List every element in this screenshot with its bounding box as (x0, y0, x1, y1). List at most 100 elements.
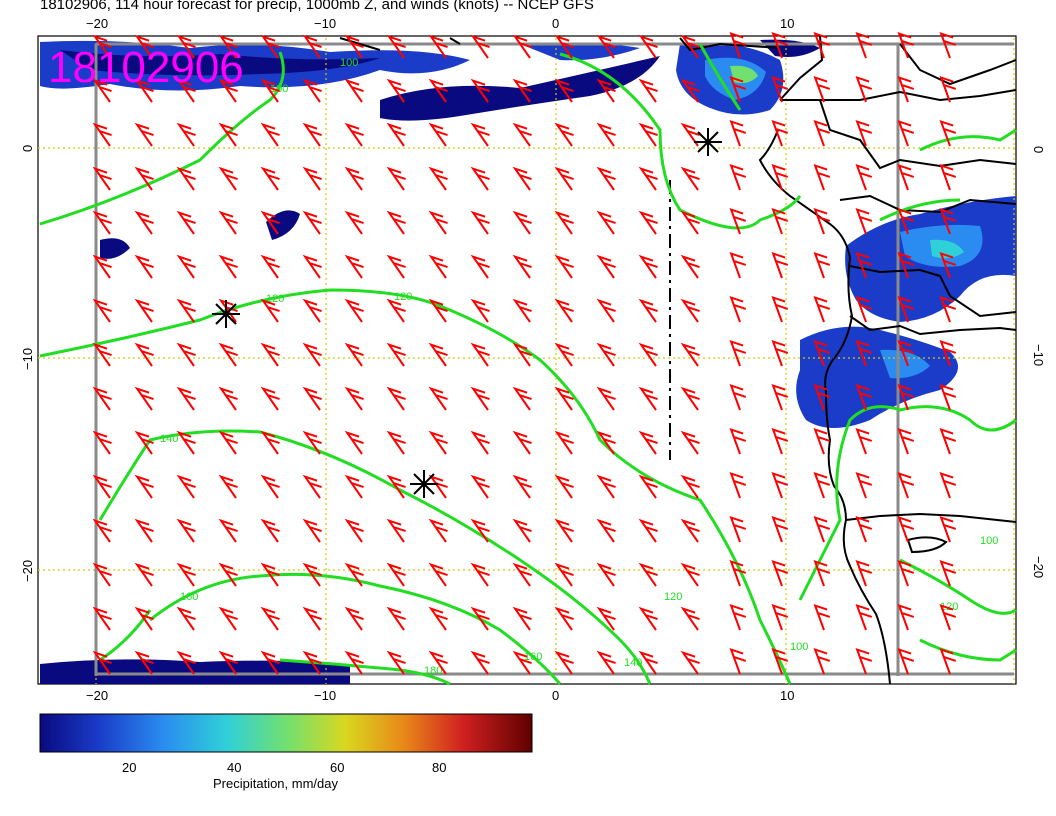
wind-barb (428, 342, 448, 367)
wind-barb (771, 647, 789, 675)
wind-barb (344, 562, 364, 587)
wind-barb (302, 78, 322, 103)
wind-barb (771, 427, 789, 455)
wind-barb (680, 342, 700, 367)
wind-barb (855, 207, 873, 235)
wind-barb (729, 75, 747, 103)
wind-barb (729, 559, 747, 587)
wind-barb (554, 254, 574, 279)
wind-barb (260, 606, 280, 631)
wind-barb (134, 474, 154, 499)
wind-barb (855, 251, 873, 279)
wind-barb (302, 210, 322, 235)
wind-barb (428, 78, 448, 103)
wind-barb (470, 254, 490, 279)
wind-barb (855, 339, 873, 367)
wind-barb (813, 251, 831, 279)
wind-barb (512, 298, 532, 323)
colorbar (39, 713, 533, 753)
wind-barb (218, 650, 238, 675)
wind-barb (260, 474, 280, 499)
colorbar-ticks: 20 40 60 80 (122, 760, 446, 775)
wind-barb (596, 166, 616, 191)
wind-barb (939, 471, 957, 499)
wind-barb (680, 254, 700, 279)
wind-barb (218, 254, 238, 279)
wind-barb (638, 562, 658, 587)
wind-barb (386, 298, 406, 323)
wind-barb (855, 295, 873, 323)
wind-barb (386, 562, 406, 587)
lat-tick-left: −10 (20, 348, 35, 370)
wind-barb (939, 559, 957, 587)
wind-barb (344, 122, 364, 147)
wind-barb (680, 298, 700, 323)
wind-barb (176, 78, 196, 103)
wind-barb (813, 427, 831, 455)
wind-barb (134, 78, 154, 103)
wind-barb (176, 122, 196, 147)
wind-barb (638, 518, 658, 543)
wind-barb (344, 342, 364, 367)
wind-barb (428, 430, 448, 455)
contour-label: 100 (980, 535, 998, 547)
wind-barb (855, 515, 873, 543)
wind-barb (680, 122, 700, 147)
contour-label-group: 120 120 140 160 180 160 140 120 100 100 … (160, 57, 998, 677)
wind-barb (554, 34, 574, 59)
wind-barb (897, 559, 915, 587)
wind-barb (470, 650, 490, 675)
map-title: 18102906, 114 hour forecast for precip, … (40, 0, 594, 13)
wind-barb (134, 166, 154, 191)
colorbar-tick: 40 (227, 760, 241, 775)
wind-barb (554, 650, 574, 675)
wind-barb (771, 603, 789, 631)
lat-tick-left: −20 (20, 560, 35, 582)
wind-barb (470, 474, 490, 499)
colorbar-tick: 60 (330, 760, 344, 775)
wind-barb (680, 210, 700, 235)
contour-label: 120 (394, 291, 412, 303)
wind-barb (218, 386, 238, 411)
wind-barb (260, 166, 280, 191)
contour-label: 120 (266, 293, 284, 305)
date-stamp: 18102906 (48, 43, 244, 92)
wind-barb (260, 650, 280, 675)
wind-barb (218, 474, 238, 499)
wind-barb (855, 559, 873, 587)
wind-barb (134, 122, 154, 147)
wind-barb (302, 474, 322, 499)
wind-barb (897, 427, 915, 455)
wind-barb (134, 562, 154, 587)
wind-barb (218, 606, 238, 631)
wind-barb (596, 518, 616, 543)
contour-label: 100 (270, 83, 288, 95)
wind-barb (512, 34, 532, 59)
wind-barb (554, 78, 574, 103)
wind-barb (344, 166, 364, 191)
wind-barb (596, 254, 616, 279)
wind-barb (176, 650, 196, 675)
wind-barb (302, 430, 322, 455)
wind-barb (680, 166, 700, 191)
wind-barb (470, 606, 490, 631)
wind-barb (386, 122, 406, 147)
contour-label: 100 (340, 57, 358, 69)
wind-barb (176, 430, 196, 455)
wind-barb (512, 254, 532, 279)
wind-barb (512, 518, 532, 543)
wind-barb (897, 383, 915, 411)
wind-barb (176, 518, 196, 543)
wind-barb (470, 518, 490, 543)
wind-barb (428, 34, 448, 59)
wind-barb (344, 78, 364, 103)
contour-label: 180 (424, 665, 442, 677)
wind-barb (771, 383, 789, 411)
wind-barb (470, 166, 490, 191)
wind-barb (680, 518, 700, 543)
wind-barb (897, 207, 915, 235)
wind-barb (512, 430, 532, 455)
wind-barb (134, 34, 154, 59)
wind-barb (771, 163, 789, 191)
wind-barb (855, 31, 873, 59)
